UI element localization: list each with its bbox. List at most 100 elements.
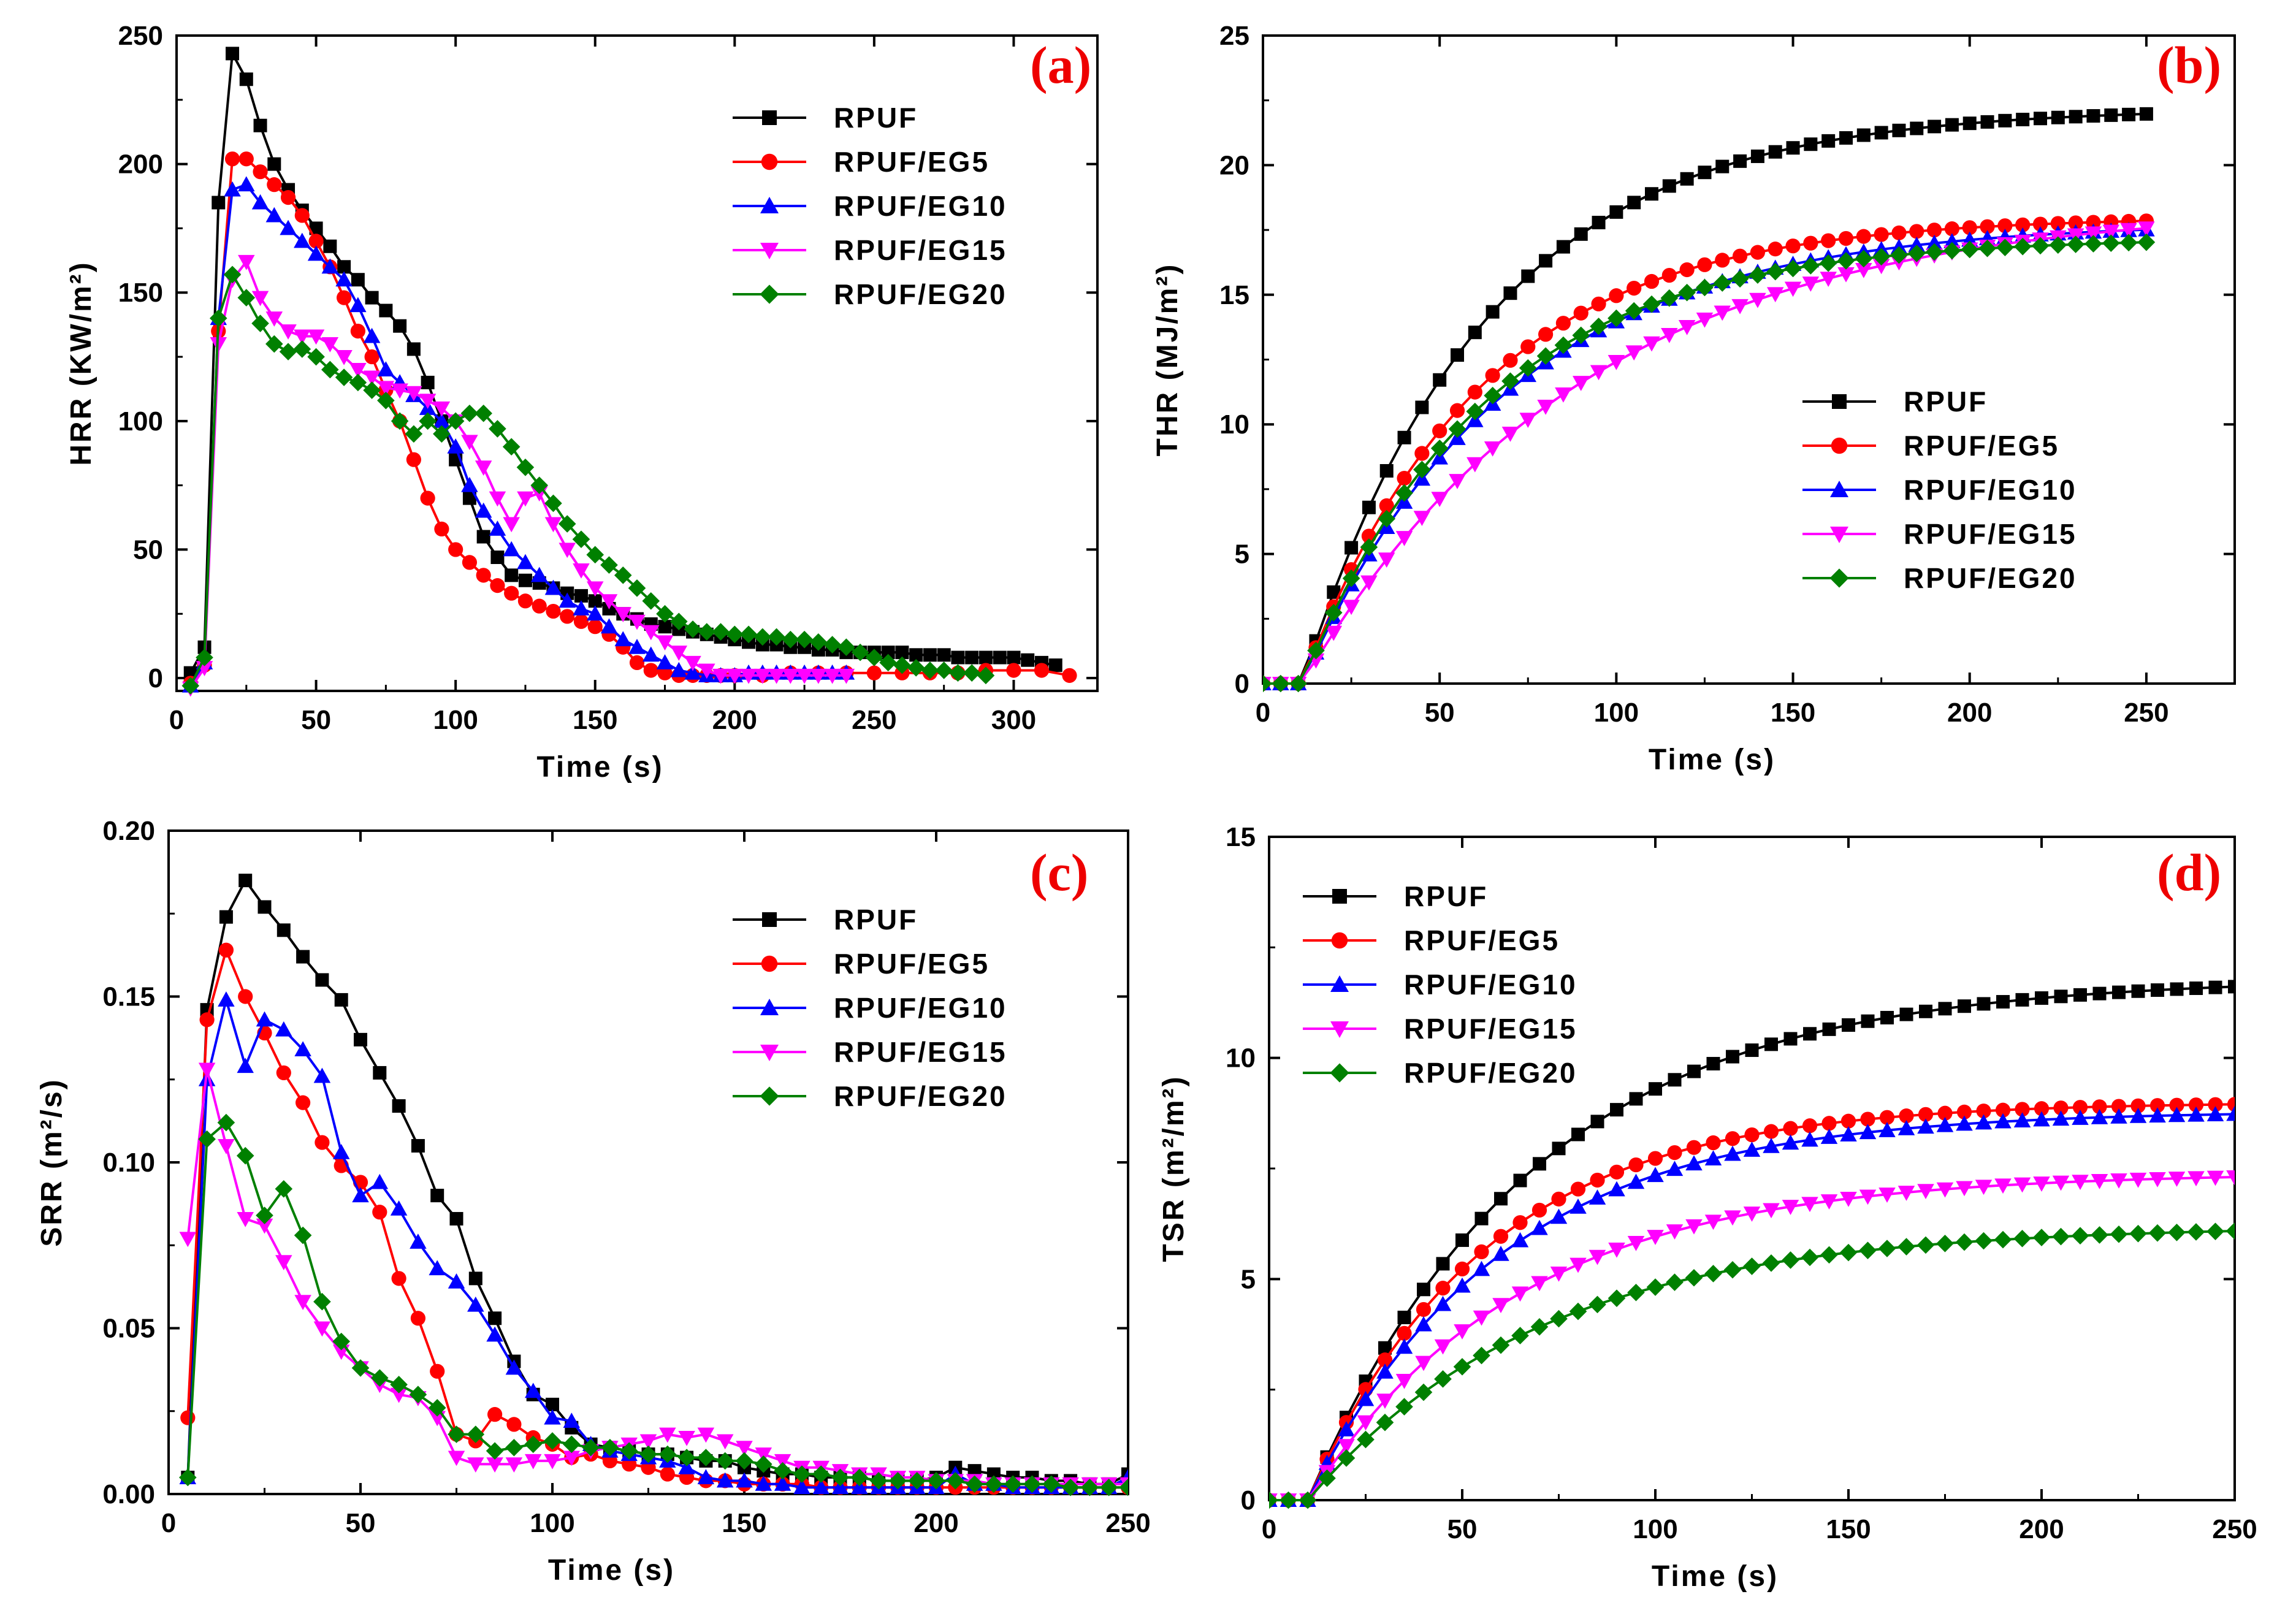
data-point — [1473, 1346, 1490, 1365]
x-tick-label: 200 — [913, 1508, 958, 1538]
data-point — [238, 176, 255, 192]
data-point — [869, 1472, 888, 1490]
panel-tag: (a) — [1030, 36, 1091, 94]
data-point — [1590, 1172, 1605, 1188]
data-point — [1007, 650, 1021, 665]
plot-frame — [1262, 34, 2236, 685]
data-point — [1917, 1236, 1935, 1254]
data-point — [237, 289, 256, 307]
data-point — [2102, 224, 2120, 240]
data-point — [1994, 1178, 2012, 1194]
data-point — [1468, 326, 1482, 340]
data-point — [460, 404, 479, 422]
data-point — [489, 520, 506, 536]
data-point — [218, 1138, 235, 1154]
data-point — [1685, 1155, 1703, 1171]
data-point — [280, 219, 297, 235]
data-point — [1272, 674, 1290, 693]
panel-tag: (d) — [2157, 843, 2221, 902]
data-point — [1878, 1240, 1896, 1257]
legend-marker — [762, 912, 777, 927]
data-point — [1434, 1370, 1452, 1388]
data-point — [1537, 399, 1554, 415]
series-rpuf — [1263, 107, 2153, 690]
data-point — [1782, 1200, 1799, 1215]
data-point — [600, 594, 618, 610]
y-tick-label: 15 — [1219, 280, 1249, 310]
x-tick-label: 50 — [301, 705, 331, 735]
data-point — [392, 1099, 406, 1113]
data-point — [335, 350, 353, 365]
series-line — [1263, 241, 2146, 685]
data-point — [736, 1441, 753, 1457]
data-point — [379, 303, 393, 318]
data-point — [390, 1200, 408, 1216]
data-point — [628, 614, 646, 630]
data-point — [1644, 273, 1660, 289]
data-point — [1589, 1189, 1606, 1205]
data-point — [558, 515, 576, 533]
data-point — [350, 323, 365, 339]
data-point — [1936, 1116, 1954, 1132]
data-point — [1763, 1124, 1779, 1139]
data-point — [670, 646, 688, 661]
series-rpuf — [181, 874, 1128, 1491]
data-point — [1713, 274, 1731, 292]
data-point — [2130, 1098, 2146, 1113]
data-point — [433, 413, 451, 428]
data-point — [1649, 1082, 1662, 1096]
data-point — [1726, 1050, 1739, 1064]
y-tick-label: 150 — [118, 278, 163, 308]
data-point — [1975, 1114, 1993, 1130]
data-point — [337, 260, 351, 274]
data-point — [1822, 1022, 1836, 1036]
data-point — [601, 1438, 619, 1457]
y-tick-label: 0 — [1241, 1485, 1256, 1515]
data-point — [294, 1041, 311, 1057]
y-tick-label: 5 — [1241, 1264, 1256, 1294]
data-point — [1453, 1358, 1471, 1376]
data-point — [503, 541, 520, 557]
y-tick-label: 0.10 — [102, 1148, 155, 1178]
data-point — [1574, 227, 1588, 241]
data-point — [2120, 223, 2137, 238]
data-point — [1590, 1115, 1604, 1129]
data-point — [1909, 224, 1924, 239]
data-point — [1918, 1107, 1934, 1122]
data-point — [544, 517, 562, 533]
data-point — [1732, 248, 1748, 264]
data-point — [323, 239, 337, 253]
data-point — [586, 581, 604, 597]
data-point — [774, 1476, 791, 1491]
data-point — [1878, 1122, 1896, 1137]
data-point — [2073, 988, 2087, 1002]
data-point — [476, 530, 490, 544]
data-point — [1608, 1242, 1625, 1258]
data-point — [837, 638, 855, 657]
data-point — [1550, 1309, 1568, 1328]
data-point — [363, 370, 381, 386]
data-point — [1484, 441, 1501, 457]
data-point — [505, 1438, 523, 1457]
data-point — [600, 556, 618, 574]
data-point — [377, 391, 395, 410]
data-point — [1996, 995, 2010, 1009]
data-point — [1519, 359, 1537, 377]
data-point — [1531, 1219, 1548, 1235]
data-point — [2084, 226, 2102, 242]
data-point — [179, 1232, 197, 1248]
data-point — [2168, 1172, 2186, 1187]
data-point — [1919, 1004, 1932, 1018]
data-point — [620, 1442, 638, 1460]
data-point — [1415, 1355, 1432, 1371]
data-point — [1680, 172, 1694, 186]
data-point — [2226, 1105, 2235, 1121]
legend-marker — [1832, 394, 1847, 409]
legend-marker — [760, 197, 779, 213]
data-point — [351, 1359, 370, 1377]
data-point — [768, 668, 785, 684]
data-point — [2071, 1227, 2089, 1245]
data-point — [1337, 1449, 1356, 1467]
legend-marker — [760, 1045, 779, 1061]
data-point — [1715, 159, 1730, 173]
